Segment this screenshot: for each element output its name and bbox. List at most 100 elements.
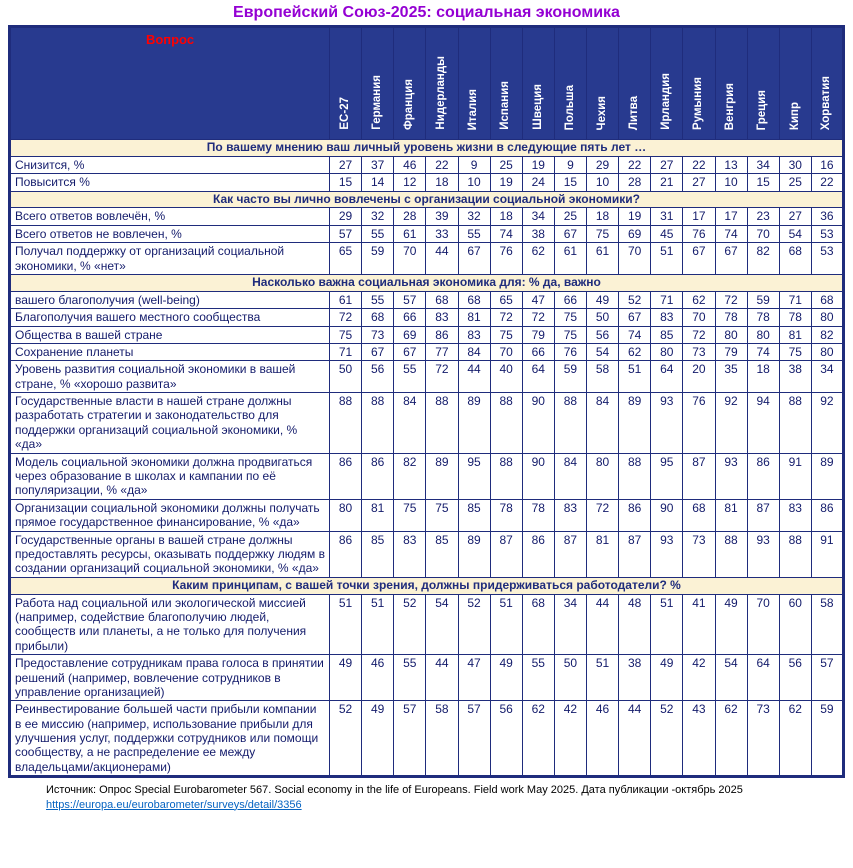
page-title: Европейский Союз-2025: социальная эконом… [233, 4, 620, 21]
table-row: Реинвестирование большей части прибыли к… [9, 700, 845, 778]
value-cell: 93 [746, 530, 780, 578]
value-cell: 80 [585, 452, 620, 500]
value-cell: 47 [521, 290, 555, 310]
value-cell: 31 [650, 207, 684, 226]
value-cell: 67 [714, 242, 748, 275]
value-cell: 15 [553, 173, 588, 192]
value-cell: 93 [714, 452, 748, 500]
value-cell: 10 [714, 173, 748, 192]
value-cell: 34 [521, 207, 555, 226]
table-row: Всего ответов вовлечён, % 29 32 28 39 32 18 34 2… [9, 207, 845, 226]
value-cell: 19 [618, 207, 652, 226]
country-header-4: Италия [457, 26, 491, 140]
value-cell: 10 [585, 173, 620, 192]
value-cell: 9 [457, 155, 491, 175]
value-cell: 25 [553, 207, 588, 226]
value-cell: 78 [489, 498, 523, 532]
value-cell: 85 [361, 530, 395, 578]
value-cell: 57 [393, 290, 427, 310]
value-cell: 87 [746, 498, 780, 532]
country-header-label: Греция [756, 89, 769, 130]
source-link[interactable]: https://europa.eu/eurobarometer/surveys/… [46, 798, 302, 811]
value-cell: 83 [553, 498, 588, 532]
value-cell: 51 [328, 593, 363, 656]
value-cell: 81 [778, 325, 812, 344]
question-label: вашего благополучия (well-being) [9, 290, 330, 310]
value-cell: 34 [810, 360, 845, 394]
country-header-label: Германия [370, 75, 383, 130]
value-cell: 46 [361, 654, 395, 702]
country-header-label: Польша [563, 84, 576, 130]
value-cell: 55 [457, 224, 491, 244]
value-cell: 51 [361, 593, 395, 656]
value-cell: 83 [650, 308, 684, 327]
value-cell: 22 [618, 155, 652, 175]
value-cell: 51 [585, 654, 620, 702]
value-cell: 71 [650, 290, 684, 310]
value-cell: 29 [585, 155, 620, 175]
value-cell: 54 [714, 654, 748, 702]
value-cell: 68 [682, 498, 716, 532]
table-row: Работа над социальной или экологической … [9, 593, 845, 656]
value-cell: 62 [521, 242, 555, 275]
question-label: Предоставление сотрудникам права голоса … [9, 654, 330, 702]
value-cell: 14 [361, 173, 395, 192]
value-cell: 84 [457, 342, 491, 362]
value-cell: 70 [393, 242, 427, 275]
value-cell: 87 [618, 530, 652, 578]
value-cell: 64 [650, 360, 684, 394]
value-cell: 35 [714, 360, 748, 394]
value-cell: 67 [618, 308, 652, 327]
value-cell: 59 [746, 290, 780, 310]
value-cell: 52 [618, 290, 652, 310]
table-row: Благополучия вашего местного сообщества 7… [9, 308, 845, 327]
value-cell: 90 [521, 452, 555, 500]
value-cell: 92 [714, 392, 748, 454]
table-row: Модель социальной экономики должна продв… [9, 452, 845, 500]
value-cell: 44 [585, 593, 620, 656]
value-cell: 59 [553, 360, 588, 394]
value-cell: 82 [393, 452, 427, 500]
value-cell: 81 [457, 308, 491, 327]
value-cell: 67 [457, 242, 491, 275]
value-cell: 62 [682, 290, 716, 310]
table-row: Организации социальной экономики должны … [9, 498, 845, 532]
value-cell: 94 [746, 392, 780, 454]
value-cell: 53 [810, 242, 845, 275]
value-cell: 68 [361, 308, 395, 327]
value-cell: 44 [457, 360, 491, 394]
value-cell: 62 [521, 700, 555, 778]
value-cell: 50 [553, 654, 588, 702]
value-cell: 13 [714, 155, 748, 175]
value-cell: 57 [393, 700, 427, 778]
value-cell: 23 [746, 207, 780, 226]
country-header-7: Польша [553, 26, 588, 140]
value-cell: 72 [489, 308, 523, 327]
value-cell: 72 [328, 308, 363, 327]
value-cell: 49 [650, 654, 684, 702]
country-header-1: Германия [361, 26, 395, 140]
value-cell: 62 [714, 700, 748, 778]
value-cell: 91 [778, 452, 812, 500]
value-cell: 86 [328, 452, 363, 500]
country-header-label: Нидерланды [435, 56, 448, 130]
value-cell: 65 [328, 242, 363, 275]
value-cell: 86 [810, 498, 845, 532]
section-title: Как часто вы лично вовлечены с организац… [9, 190, 844, 209]
question-label: Сохранение планеты [9, 342, 330, 362]
value-cell: 30 [778, 155, 812, 175]
value-cell: 28 [393, 207, 427, 226]
value-cell: 79 [521, 325, 555, 344]
table-row: Повысится % 15 14 12 18 10 19 24 15 10 28 21 27 10 15 2… [9, 173, 845, 192]
value-cell: 69 [393, 325, 427, 344]
source-text: Источник: Опрос Special Eurobarometer 56… [46, 784, 743, 797]
value-cell: 42 [553, 700, 588, 778]
value-cell: 17 [714, 207, 748, 226]
value-cell: 78 [714, 308, 748, 327]
section-header-row: Насколько важна социальная экономика для… [9, 273, 844, 292]
value-cell: 36 [810, 207, 845, 226]
question-label: Повысится % [9, 173, 330, 192]
question-label: Модель социальной экономики должна продв… [9, 452, 330, 500]
value-cell: 72 [521, 308, 555, 327]
value-cell: 34 [553, 593, 588, 656]
